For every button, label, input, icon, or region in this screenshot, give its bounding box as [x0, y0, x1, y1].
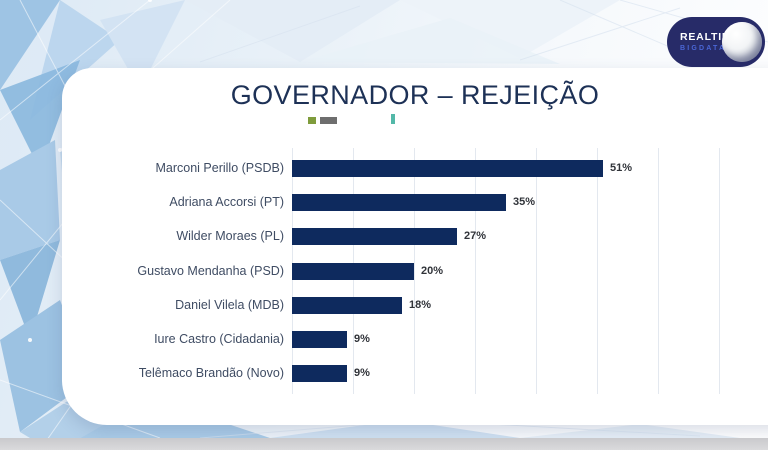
bar-row: Gustavo Mendanha (PSD) 20% [62, 254, 768, 288]
bar [292, 193, 506, 211]
bar-category-label: Marconi Perillo (PSDB) [155, 161, 284, 175]
bar-value-label: 35% [513, 196, 536, 208]
bar-category-label: Wilder Moraes (PL) [176, 229, 284, 243]
bar-value-label: 27% [464, 230, 487, 242]
bar [292, 262, 414, 280]
bar-category-label: Daniel Vilela (MDB) [175, 298, 284, 312]
bar-row: Marconi Perillo (PSDB) 51% [62, 151, 768, 185]
chart-card: GOVERNADOR – REJEIÇÃO Marconi Perillo (P… [62, 68, 768, 425]
logo-text-block: REALTIME BIGDATA [667, 32, 739, 52]
logo-brand-top: REALTIME [680, 31, 740, 44]
legend-marker-green-icon [308, 117, 316, 124]
bar-category-label: Adriana Accorsi (PT) [169, 195, 284, 209]
bar-value-label: 20% [421, 265, 444, 277]
bar-row: Telêmaco Brandão (Novo) 9% [62, 356, 768, 390]
legend-marker-teal-icon [391, 114, 395, 124]
bar-row: Adriana Accorsi (PT) 35% [62, 185, 768, 219]
bar-category-label: Telêmaco Brandão (Novo) [138, 366, 284, 380]
bar [292, 330, 347, 348]
bar-row: Iure Castro (Cidadania) 9% [62, 322, 768, 356]
bottom-gray-strip [0, 438, 768, 450]
bar-value-label: 51% [610, 162, 633, 174]
bar [292, 296, 402, 314]
chart-legend [308, 114, 395, 124]
bar-value-label: 9% [354, 367, 370, 379]
realtime-bigdata-logo: REALTIME BIGDATA [667, 17, 765, 67]
bar-row: Daniel Vilela (MDB) 18% [62, 288, 768, 322]
bar-value-label: 18% [409, 299, 432, 311]
bar [292, 364, 347, 382]
bar-category-label: Gustavo Mendanha (PSD) [137, 264, 284, 278]
bar-category-label: Iure Castro (Cidadania) [154, 332, 284, 346]
bar [292, 227, 457, 245]
bar-value-label: 9% [354, 333, 370, 345]
globe-sphere-icon [722, 22, 762, 62]
bar-row: Wilder Moraes (PL) 27% [62, 219, 768, 253]
bar [292, 159, 603, 177]
logo-brand-bottom: BIGDATA [680, 44, 727, 52]
legend-marker-gray-icon [320, 117, 337, 124]
chart-title: GOVERNADOR – REJEIÇÃO [230, 80, 600, 110]
